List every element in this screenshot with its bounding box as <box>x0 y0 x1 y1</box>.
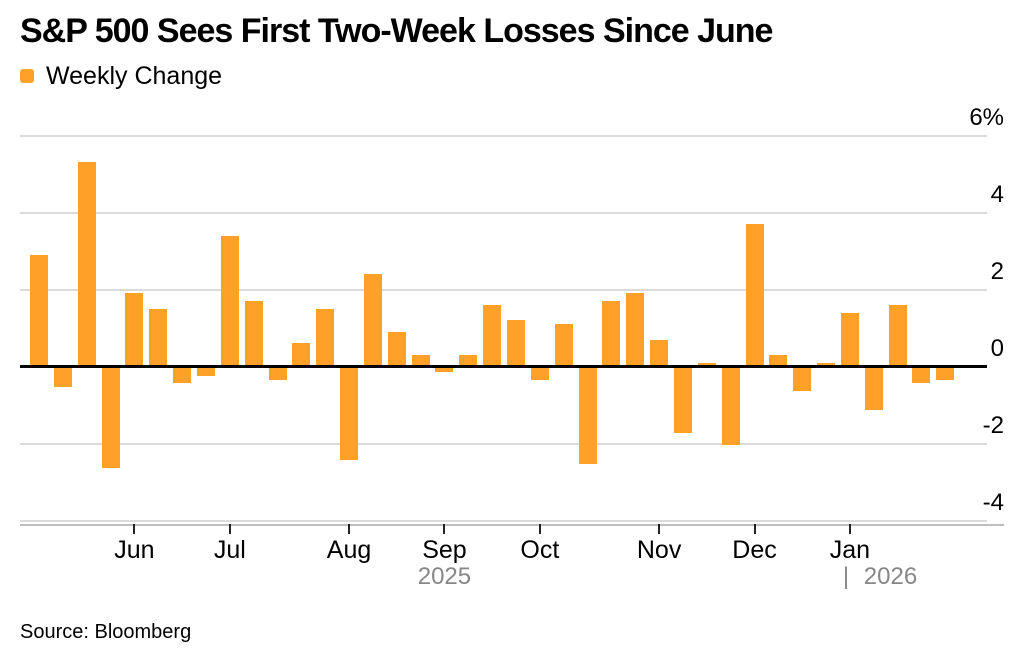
bar-week-37 <box>888 304 907 368</box>
bar-week-21 <box>507 320 525 368</box>
x-tick-Aug <box>348 524 351 534</box>
month-label-Jun: Jun <box>114 536 155 564</box>
month-label-Dec: Dec <box>732 536 777 564</box>
bar-week-15 <box>363 274 382 368</box>
bar-week-24 <box>578 366 597 465</box>
month-label-Sep: Sep <box>422 536 467 564</box>
y-axis-label-6%: 6% <box>969 103 1004 131</box>
y-axis-label-2: 2 <box>990 257 1004 285</box>
bar-week-3 <box>77 162 96 368</box>
bar-week-5 <box>125 293 144 368</box>
bar-week-30 <box>721 366 740 445</box>
bar-week-27 <box>650 339 669 368</box>
bar-week-28 <box>673 366 692 434</box>
bar-week-8 <box>196 366 215 376</box>
year-label-2026: | 2026 <box>842 563 918 590</box>
gridline--2 <box>20 442 987 445</box>
legend: Weekly Change <box>20 62 222 90</box>
x-tick-Nov <box>658 524 661 534</box>
x-tick-Oct <box>538 524 541 534</box>
month-label-Nov: Nov <box>636 536 682 564</box>
gridline-2 <box>20 288 987 291</box>
bar-week-16 <box>387 331 406 368</box>
bar-week-11 <box>268 366 287 380</box>
bar-week-9 <box>220 235 239 368</box>
bar-week-33 <box>793 366 812 392</box>
y-axis-label-0: 0 <box>990 334 1004 362</box>
y-axis-label-4: 4 <box>990 180 1004 208</box>
bar-week-18 <box>435 366 454 372</box>
gridline-4 <box>20 211 987 214</box>
month-label-Jul: Jul <box>213 536 246 564</box>
bar-week-10 <box>244 301 263 368</box>
month-label-Oct: Oct <box>520 536 560 564</box>
legend-swatch-icon <box>20 69 34 83</box>
bar-week-23 <box>554 324 573 368</box>
chart-title: S&P 500 Sees First Two-Week Losses Since… <box>20 12 773 50</box>
bar-week-6 <box>149 308 168 368</box>
bar-week-32 <box>769 354 788 368</box>
x-tick-Sep <box>443 524 446 534</box>
bar-week-19 <box>459 354 478 368</box>
x-tick-Jan <box>848 524 851 534</box>
gridline--4 <box>20 519 987 522</box>
bar-week-22 <box>530 366 549 380</box>
bar-week-26 <box>626 293 645 368</box>
gridline-6% <box>20 134 987 137</box>
bar-week-39 <box>936 366 955 380</box>
bar-week-1 <box>30 254 48 368</box>
bar-week-12 <box>292 343 311 368</box>
month-label-Aug: Aug <box>326 536 372 564</box>
bar-week-17 <box>411 354 430 368</box>
zero-baseline <box>20 365 987 368</box>
x-tick-Jun <box>133 524 136 534</box>
bar-week-38 <box>912 366 931 384</box>
month-label-Jan: Jan <box>829 536 871 564</box>
legend-label: Weekly Change <box>46 61 223 90</box>
bar-week-36 <box>864 366 883 411</box>
bar-week-7 <box>173 366 192 384</box>
bar-week-2 <box>53 366 72 388</box>
x-tick-Jul <box>228 524 231 534</box>
bar-week-35 <box>840 312 859 368</box>
x-tick-Dec <box>753 524 756 534</box>
bar-week-4 <box>101 366 120 469</box>
bar-week-14 <box>340 366 359 461</box>
x-axis-line <box>20 524 1004 526</box>
year-label-2025: 2025 <box>417 563 472 590</box>
bar-week-13 <box>316 308 335 368</box>
source-attribution: Source: Bloomberg <box>20 621 192 643</box>
bar-week-25 <box>602 301 621 368</box>
bar-week-31 <box>745 224 764 368</box>
y-axis-label--4: -4 <box>982 488 1004 516</box>
y-axis-label--2: -2 <box>982 411 1004 439</box>
bar-week-20 <box>483 304 502 368</box>
